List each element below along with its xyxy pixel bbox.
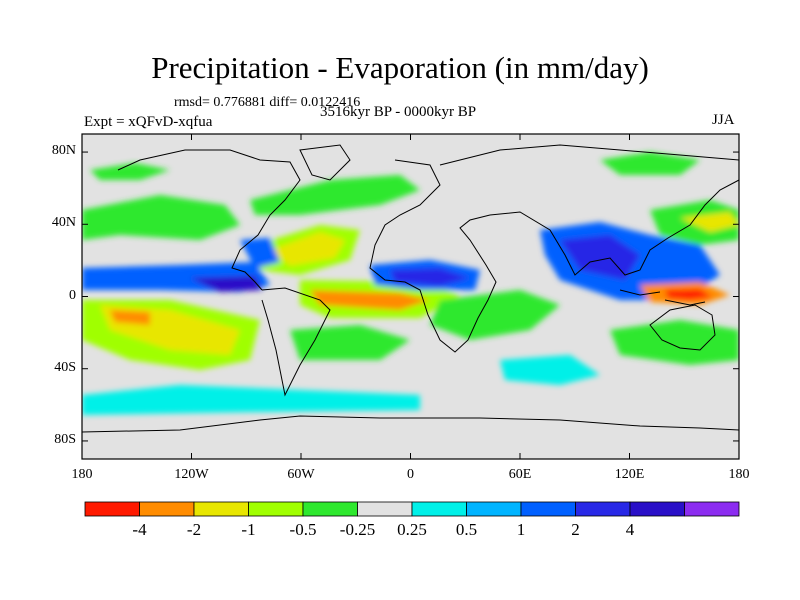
field-safr-green [430,290,560,340]
coast-europe-africa [369,159,497,353]
coast-maritime [619,289,706,306]
field-wpac-yellow [680,212,739,232]
coastlines [82,144,739,433]
field-natl-yellow [270,232,345,266]
colorbar-swatch [84,501,140,517]
x-tick-label: 120E [614,467,645,482]
colorbar-label: -4 [132,520,147,539]
colorbar-label: 2 [571,520,580,539]
field-spac-orange [110,310,150,325]
field-epac-itcz-dark [190,276,262,292]
colorbar-label: 0.25 [397,520,427,539]
colorbar-label: 4 [625,520,635,539]
field-southern-cyan [82,385,420,415]
colorbar-swatch [684,501,740,517]
x-tick-label: 120W [174,467,209,482]
field-npac-green-2 [82,195,240,240]
coast-south-america [261,287,331,397]
colorbar-swatch [193,501,249,517]
colorbar-swatch [629,501,685,517]
colorbar-swatch [520,501,576,517]
y-tick-label: 40S [54,359,76,375]
colorbar-swatch [357,501,413,517]
field-npac-green [90,163,170,180]
coast-antarctica [82,415,739,433]
field-natl-green [250,175,420,215]
field-saus-green [610,320,739,365]
field-carib-blue [240,238,280,268]
x-tick-label: 60E [508,467,532,482]
y-tick-label: 80S [54,431,76,447]
coast-asia [439,144,739,276]
x-tick-label: 180 [728,467,750,482]
colorbar-label: -0.5 [289,520,317,539]
field-africa-darkblue [390,268,470,286]
axis-ticks [81,134,740,459]
coast-greenland [299,144,351,181]
x-tick-label: 0 [407,467,414,482]
colorbar-swatch [139,501,195,517]
coast-north-america [117,149,301,291]
colorbar-swatch [466,501,522,517]
colorbar-swatch [248,501,304,517]
x-tick-label: 180 [71,467,93,482]
colorbar-swatch [575,501,631,517]
colorbar-label: -0.25 [339,520,376,539]
colorbar-label: -2 [186,520,202,539]
precip-field [82,144,739,433]
colorbar-label: 1 [516,520,526,539]
period-label: 3516kyr BP - 0000kyr BP [320,104,477,120]
experiment-label: Expt = xQFvD-xqfua [84,114,213,130]
colorbar-label: -1 [241,520,256,539]
plot-title: Precipitation - Evaporation (in mm/day) [151,50,649,85]
y-tick-label: 0 [69,287,76,303]
colorbar-swatch [302,501,358,517]
field-sind-cyan [500,355,600,385]
colorbar-swatch [411,501,467,517]
field-siberia-green [600,152,700,175]
field-satl-green [290,325,410,360]
y-tick-label: 40N [51,215,76,231]
coast-australia [649,304,716,351]
field-wpac-red [665,289,712,300]
stats-text: rmsd= 0.776881 diff= 0.0122416 [174,95,361,110]
colorbar [84,501,740,517]
colorbar-label: 0.5 [455,520,478,539]
field-atl-orange [310,290,430,310]
x-tick-label: 60W [287,467,315,482]
y-tick-label: 80N [51,143,76,159]
season-label: JJA [712,112,735,128]
